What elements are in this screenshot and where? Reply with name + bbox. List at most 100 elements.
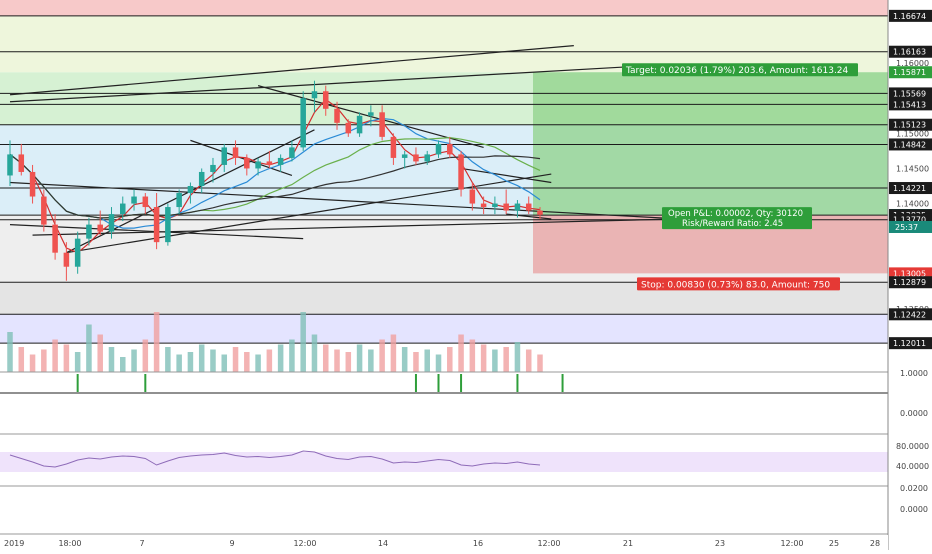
time-tick-label: 12:00 [293, 539, 316, 548]
volume-bar [311, 334, 318, 372]
rsi-axis-label: 80.0000 [896, 442, 929, 451]
pnl-label-box [662, 207, 812, 230]
price-level-badge [889, 87, 932, 100]
price-level-badge [889, 9, 932, 22]
candle-body [108, 214, 115, 232]
volume-bar [63, 344, 70, 372]
candle-body [492, 203, 498, 208]
candle-body [322, 91, 329, 109]
price-level-label: 1.15413 [893, 100, 926, 109]
volume-bar [492, 349, 498, 372]
time-tick-label: 9 [229, 539, 234, 548]
volume-bar [537, 354, 543, 372]
volume-bar [97, 334, 103, 372]
candle-body [86, 224, 92, 239]
time-tick-label: 12:00 [780, 539, 803, 548]
target-label-box [622, 63, 858, 77]
rsi-line [9, 450, 541, 468]
pnl-label: Open P&L: 0.00002, Qty: 30120 [668, 209, 803, 219]
candle-body [198, 171, 205, 186]
candle-body [537, 210, 543, 215]
candle-body [41, 196, 47, 225]
time-axis-bg [0, 535, 888, 550]
time-tick-label: 23 [715, 539, 725, 548]
volume-bar [469, 339, 476, 372]
candle-body [424, 154, 430, 162]
price-level-badge [889, 98, 932, 111]
price-level-label: 1.15123 [893, 121, 926, 130]
pane-axis-label: 0.0000 [900, 505, 928, 514]
trendline [506, 213, 552, 220]
fib-zone [0, 0, 888, 16]
candle-body [29, 171, 36, 197]
candle-body [401, 154, 408, 158]
candle-body [97, 224, 103, 232]
candle-body [7, 154, 13, 176]
candle-body [277, 157, 284, 165]
price-level-badge [889, 45, 932, 58]
candle-body [447, 143, 453, 155]
candle-body [221, 147, 228, 165]
time-tick-label: 2019 [4, 539, 24, 548]
volume-bar [7, 332, 13, 372]
candle-body [289, 147, 295, 158]
volume-bar [244, 352, 250, 372]
time-tick-label: 18:00 [58, 539, 81, 548]
time-tick-label: 14 [378, 539, 388, 548]
candle-body [266, 161, 273, 165]
volume-bar [334, 349, 340, 372]
candle-body [176, 193, 182, 208]
volume-bar [435, 354, 442, 372]
volume-bar [458, 334, 464, 372]
price-level-label: 1.13770 [893, 216, 926, 225]
rr-label: Risk/Reward Ratio: 2.45 [682, 219, 783, 229]
volume-bar [29, 354, 36, 372]
candle-body [300, 98, 306, 148]
candle-body [379, 112, 385, 137]
candle-body [390, 136, 397, 158]
volume-bar [266, 349, 273, 372]
candle-body [187, 186, 194, 194]
trendline [9, 181, 732, 223]
volume-bar [390, 334, 397, 372]
stop-label: Stop: 0.00830 (0.73%) 83.0, Amount: 750 [641, 280, 830, 290]
countdown-badge [889, 220, 932, 233]
rsi-band [0, 452, 888, 472]
volume-bar [525, 349, 532, 372]
volume-bar [52, 339, 58, 372]
volume-bar [368, 349, 374, 372]
price-level-label: 1.15569 [893, 89, 926, 98]
price-level-label: 1.14842 [893, 140, 926, 149]
price-level-badge [889, 66, 932, 79]
volume-bar [401, 347, 408, 372]
volume-bar [86, 324, 92, 372]
candle-body [356, 115, 363, 134]
time-axis: 2019 18:00 7 9 12:00 14 16 12:00 21 23 12:00 25 28 [0, 535, 888, 550]
volume-bar [480, 344, 487, 372]
volume-bar [255, 354, 261, 372]
candle-body [458, 154, 464, 190]
volume-bar [131, 349, 137, 372]
price-tick-label: 1.14500 [896, 164, 929, 173]
candle-body [435, 143, 442, 155]
candle-body [311, 91, 318, 99]
moving-average-line [9, 153, 541, 219]
candle-body [345, 122, 352, 134]
candle-body [63, 252, 70, 267]
candle-body [142, 196, 149, 208]
volume-bar [176, 354, 182, 372]
trendline [9, 66, 631, 103]
candle-body [503, 203, 509, 211]
time-tick-label: 28 [870, 539, 880, 548]
volume-bar [198, 344, 205, 372]
candle-body [131, 196, 137, 204]
candle-body [120, 203, 126, 215]
time-tick-label: 16 [473, 539, 483, 548]
candle-body [334, 108, 340, 123]
volume-bar [379, 339, 385, 372]
candle-body [525, 203, 532, 211]
volume-bar [210, 349, 216, 372]
candle-body [153, 207, 160, 243]
volume-bar [165, 347, 171, 372]
trendline [66, 173, 552, 254]
